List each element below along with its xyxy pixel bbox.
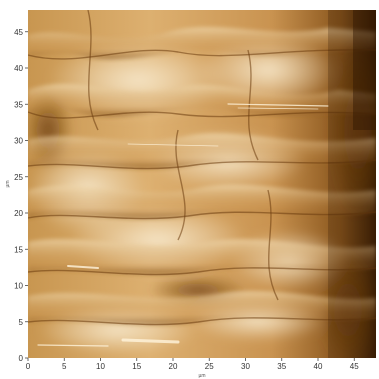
y-tick-label: 0	[19, 354, 24, 363]
x-tick-label: 20	[169, 362, 178, 371]
y-tick-label: 35	[14, 100, 23, 109]
x-tick-label: 30	[241, 362, 250, 371]
y-tick-label: 20	[14, 209, 23, 218]
x-tick-label: 10	[96, 362, 105, 371]
x-tick-label: 35	[277, 362, 286, 371]
y-tick-label: 25	[14, 173, 23, 182]
y-tick-label: 40	[14, 64, 23, 73]
y-axis: 0 5 10 15 20 25 30 35 40 45	[14, 28, 28, 363]
y-tick-label: 15	[14, 245, 23, 254]
x-tick-label: 15	[132, 362, 141, 371]
y-tick-label: 5	[19, 318, 24, 327]
x-tick-label: 5	[62, 362, 67, 371]
afm-scan-image	[28, 10, 376, 358]
x-tick-label: 0	[26, 362, 31, 371]
y-tick-label: 10	[14, 282, 23, 291]
x-tick-label: 45	[350, 362, 359, 371]
y-axis-title: µm	[5, 180, 11, 187]
y-tick-label: 45	[14, 28, 23, 37]
x-tick-label: 25	[205, 362, 214, 371]
x-tick-label: 40	[314, 362, 323, 371]
x-axis: 0 5 10 15 20 25 30 35 40 45	[26, 358, 359, 371]
y-tick-label: 30	[14, 137, 23, 146]
x-axis-title: µm	[198, 373, 205, 379]
